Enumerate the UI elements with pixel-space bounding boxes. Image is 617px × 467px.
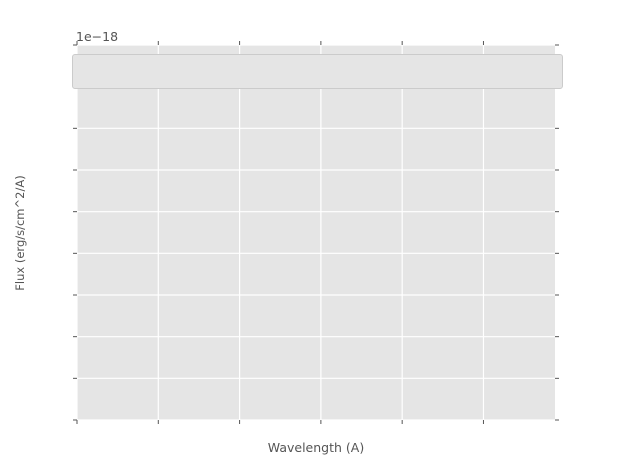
y-axis-offset-label: 1e−18 xyxy=(76,29,119,44)
y-axis-title: Flux (erg/s/cm^2/A) xyxy=(13,175,27,291)
plot-background xyxy=(77,45,555,420)
legend xyxy=(72,54,563,89)
axis-ticks xyxy=(73,41,559,424)
x-axis-title: Wavelength (A) xyxy=(267,440,365,455)
